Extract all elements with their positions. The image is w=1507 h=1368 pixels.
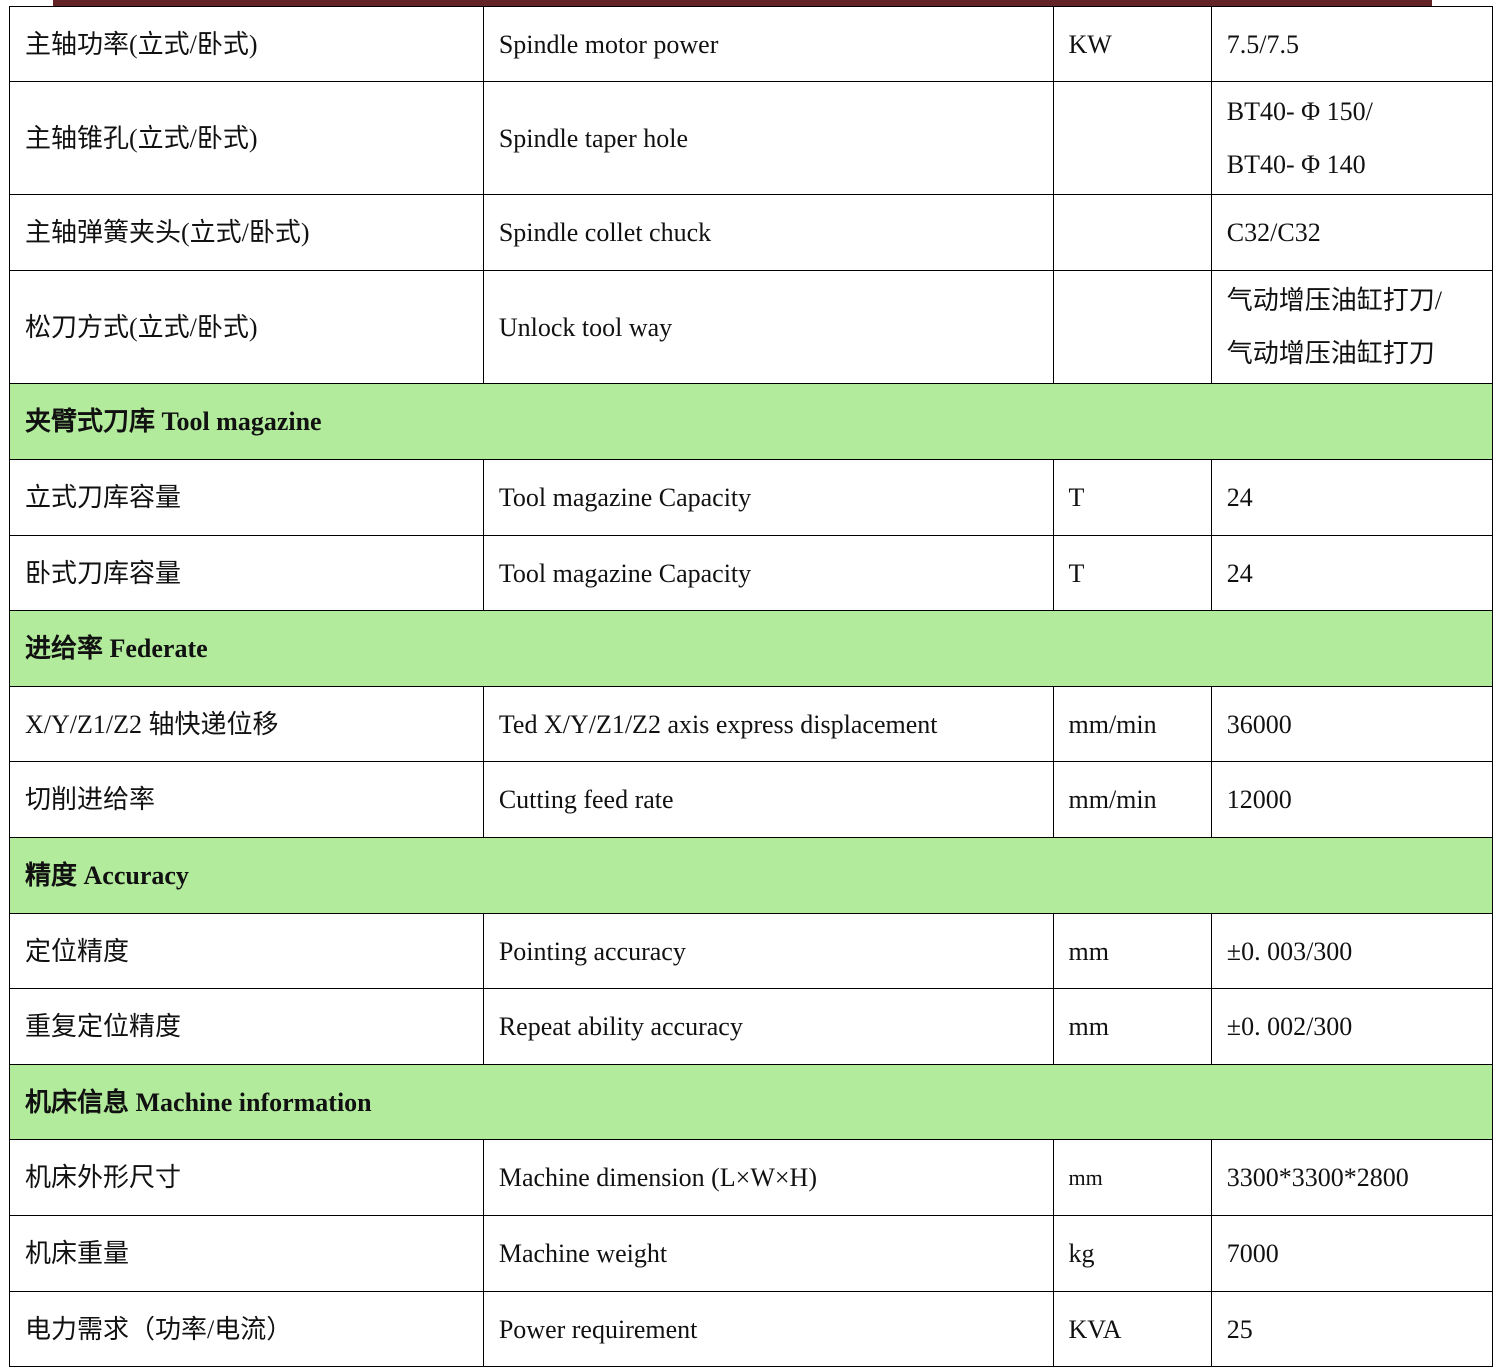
value-cell: C32/C32 bbox=[1210, 194, 1494, 271]
chinese-name-cell: 切削进给率 bbox=[9, 761, 484, 838]
chinese-name-cell: 主轴功率(立式/卧式) bbox=[9, 6, 484, 82]
table-row: 重复定位精度 Repeat ability accuracy mm ±0. 002/3… bbox=[9, 988, 1494, 1065]
unit-cell: mm bbox=[1052, 988, 1212, 1065]
value-cell: 25 bbox=[1210, 1291, 1494, 1367]
value-cell: 24 bbox=[1210, 459, 1494, 536]
english-name-cell: Machine dimension (L×W×H) bbox=[482, 1139, 1054, 1216]
value-cell: 12000 bbox=[1210, 761, 1494, 838]
english-name-cell: Spindle collet chuck bbox=[482, 194, 1054, 271]
chinese-name-cell: 定位精度 bbox=[9, 913, 484, 989]
table-row: 立式刀库容量 Tool magazine Capacity T 24 bbox=[9, 459, 1494, 536]
chinese-name-cell: 电力需求（功率/电流） bbox=[9, 1291, 484, 1367]
value-line: BT40- Φ 150/ bbox=[1226, 97, 1373, 126]
table-row: 定位精度 Pointing accuracy mm ±0. 003/300 bbox=[9, 913, 1494, 989]
table-row: 主轴功率(立式/卧式) Spindle motor power KW 7.5/7.5 bbox=[9, 6, 1494, 82]
table-row: 主轴锥孔(立式/卧式) Spindle taper hole BT40- Φ 150… bbox=[9, 81, 1494, 195]
section-header-row: 机床信息 Machine information bbox=[9, 1064, 1493, 1140]
unit-cell: mm/min bbox=[1052, 761, 1212, 838]
section-title: 机床信息 Machine information bbox=[9, 1064, 1493, 1140]
chinese-name-cell: 立式刀库容量 bbox=[9, 459, 484, 536]
english-name-cell: Spindle taper hole bbox=[482, 81, 1054, 195]
unit-cell: KVA bbox=[1052, 1291, 1212, 1367]
section-title: 进给率 Federate bbox=[9, 610, 1493, 687]
value-cell: 7.5/7.5 bbox=[1210, 6, 1494, 82]
chinese-name-cell: 卧式刀库容量 bbox=[9, 535, 484, 611]
spec-table: 主轴功率(立式/卧式) Spindle motor power KW 7.5/7.5 主… bbox=[9, 6, 1494, 1367]
unit-cell: T bbox=[1052, 535, 1212, 611]
english-name-cell: Tool magazine Capacity bbox=[482, 459, 1054, 536]
table-row: 电力需求（功率/电流） Power requirement KVA 25 bbox=[9, 1291, 1494, 1367]
unit-cell: mm bbox=[1052, 913, 1212, 989]
table-row: 机床外形尺寸 Machine dimension (L×W×H) mm 3300*33… bbox=[9, 1139, 1494, 1216]
chinese-name-cell: X/Y/Z1/Z2 轴快递位移 bbox=[9, 686, 484, 762]
chinese-name-cell: 重复定位精度 bbox=[9, 988, 484, 1065]
chinese-name-cell: 机床外形尺寸 bbox=[9, 1139, 484, 1216]
value-cell: 24 bbox=[1210, 535, 1494, 611]
unit-cell bbox=[1052, 194, 1212, 271]
section-header-row: 夹臂式刀库 Tool magazine bbox=[9, 383, 1493, 460]
unit-cell: mm/min bbox=[1052, 686, 1212, 762]
table-row: 松刀方式(立式/卧式) Unlock tool way 气动增压油缸打刀/气动增压油… bbox=[9, 270, 1494, 384]
value-line: BT40- Φ 140 bbox=[1226, 150, 1366, 179]
chinese-name-cell: 主轴锥孔(立式/卧式) bbox=[9, 81, 484, 195]
value-line: 气动增压油缸打刀 bbox=[1226, 339, 1435, 368]
unit-cell: mm bbox=[1052, 1139, 1212, 1216]
english-name-cell: Power requirement bbox=[482, 1291, 1054, 1367]
english-name-cell: Cutting feed rate bbox=[482, 761, 1054, 838]
table-row: X/Y/Z1/Z2 轴快递位移 Ted X/Y/Z1/Z2 axis expres… bbox=[9, 686, 1494, 762]
unit-cell bbox=[1052, 81, 1212, 195]
unit-cell bbox=[1052, 270, 1212, 384]
value-cell: BT40- Φ 150/BT40- Φ 140 bbox=[1210, 81, 1494, 195]
value-cell: ±0. 002/300 bbox=[1210, 988, 1494, 1065]
value-cell: ±0. 003/300 bbox=[1210, 913, 1494, 989]
table-row: 切削进给率 Cutting feed rate mm/min 12000 bbox=[9, 761, 1494, 838]
english-name-cell: Ted X/Y/Z1/Z2 axis express displacement bbox=[482, 686, 1054, 762]
english-name-cell: Spindle motor power bbox=[482, 6, 1054, 82]
value-line: 气动增压油缸打刀/ bbox=[1226, 286, 1443, 315]
english-name-cell: Tool magazine Capacity bbox=[482, 535, 1054, 611]
table-row: 主轴弹簧夹头(立式/卧式) Spindle collet chuck C32/C32 bbox=[9, 194, 1494, 271]
section-header-row: 进给率 Federate bbox=[9, 610, 1493, 687]
english-name-cell: Pointing accuracy bbox=[482, 913, 1054, 989]
value-cell: 3300*3300*2800 bbox=[1210, 1139, 1494, 1216]
unit-cell: T bbox=[1052, 459, 1212, 536]
table-row: 机床重量 Machine weight kg 7000 bbox=[9, 1215, 1494, 1292]
english-name-cell: Machine weight bbox=[482, 1215, 1054, 1292]
top-accent-bar bbox=[53, 0, 1432, 6]
english-name-cell: Unlock tool way bbox=[482, 270, 1054, 384]
chinese-name-cell: 机床重量 bbox=[9, 1215, 484, 1292]
value-cell: 7000 bbox=[1210, 1215, 1494, 1292]
section-header-row: 精度 Accuracy bbox=[9, 837, 1493, 914]
english-name-cell: Repeat ability accuracy bbox=[482, 988, 1054, 1065]
value-cell: 36000 bbox=[1210, 686, 1494, 762]
table-row: 卧式刀库容量 Tool magazine Capacity T 24 bbox=[9, 535, 1494, 611]
unit-cell: kg bbox=[1052, 1215, 1212, 1292]
chinese-name-cell: 主轴弹簧夹头(立式/卧式) bbox=[9, 194, 484, 271]
chinese-name-cell: 松刀方式(立式/卧式) bbox=[9, 270, 484, 384]
section-title: 夹臂式刀库 Tool magazine bbox=[9, 383, 1493, 460]
value-cell: 气动增压油缸打刀/气动增压油缸打刀 bbox=[1210, 270, 1494, 384]
unit-cell: KW bbox=[1052, 6, 1212, 82]
section-title: 精度 Accuracy bbox=[9, 837, 1493, 914]
